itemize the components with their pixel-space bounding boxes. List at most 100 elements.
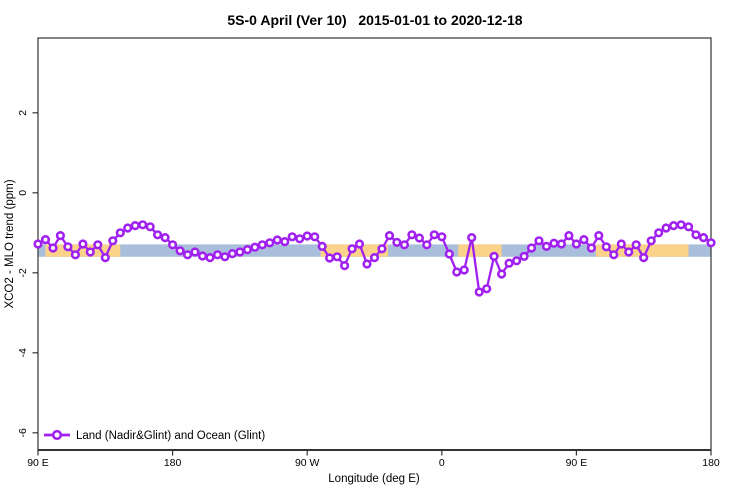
data-point-marker [347,244,357,254]
data-point-marker [467,233,477,243]
data-point-marker [205,253,215,263]
data-point-marker [504,258,514,268]
data-point-marker [392,237,402,247]
data-point-marker [108,236,118,246]
data-point-marker [564,231,574,241]
data-point-marker [257,240,267,250]
data-point-marker [601,242,611,252]
data-point-marker [295,234,305,244]
y-tick-label: 0 [17,190,29,196]
data-point-marker [272,235,282,245]
data-point-marker [631,240,641,250]
data-point-marker [160,233,170,243]
data-point-marker [250,242,260,252]
data-point-marker [414,233,425,243]
data-point-marker [549,238,559,248]
data-point-marker [340,261,350,271]
data-point-marker [534,236,544,246]
data-point-marker [302,231,312,241]
y-tick-label: -2 [17,268,29,277]
data-point-marker [100,253,110,263]
data-point-marker [474,287,484,297]
plot-box [37,37,712,451]
data-point-marker [175,246,185,256]
x-tick-label: 180 [164,457,182,469]
data-point-marker [422,240,432,250]
data-point-marker [138,220,148,230]
data-point-marker [287,232,297,242]
data-point-marker [280,237,290,247]
data-point-marker [511,256,522,266]
data-point-marker [190,247,200,257]
data-point-marker [668,221,679,231]
data-point-marker [452,267,462,277]
data-point-marker [384,231,395,241]
data-point-marker [63,242,73,252]
data-point-marker [123,223,133,233]
data-point-marker [85,247,95,257]
data-point-marker [168,240,178,250]
y-tick-label: -6 [17,428,29,437]
data-point-marker [594,231,604,241]
y-axis-title: XCO2 - MLO trend (ppm) [4,179,16,308]
data-point-marker [661,223,671,233]
data-point-marker [482,284,492,294]
data-point-marker [624,247,634,257]
data-point-marker [70,250,80,260]
x-tick-label: 90 E [27,457,49,469]
data-point-marker [526,243,537,253]
data-point-marker [609,250,619,260]
data-point-marker [33,239,43,249]
data-point-marker [541,241,552,251]
data-point-marker [354,239,365,249]
data-point-marker [183,250,193,260]
data-point-marker [130,221,140,231]
data-point-marker [332,252,342,262]
data-point-marker [698,233,709,243]
data-point-marker [197,251,208,261]
y-tick-label: 2 [17,110,29,116]
data-point-marker [227,249,237,259]
data-point-marker [153,230,163,240]
data-point-marker [691,230,701,240]
data-point-marker [519,251,529,261]
data-point-marker [362,259,372,269]
data-point-marker [683,222,694,232]
data-point-marker [399,240,410,250]
data-point-marker [579,235,589,245]
data-point-marker [212,250,223,260]
data-point-marker [654,228,664,238]
data-point-marker [586,243,597,253]
legend-label: Land (Nadir&Glint) and Ocean (Glint) [76,430,265,442]
data-point-marker [639,253,649,263]
y-tick-label: -4 [17,348,29,357]
legend-marker-icon [51,429,63,441]
data-point-marker [646,236,656,246]
data-point-marker [55,231,66,241]
data-point-marker [571,239,582,249]
data-point-marker [407,230,417,240]
chart-title: 5S-0 April (Ver 10) 2015-01-01 to 2020-1… [227,12,522,28]
data-point-marker [78,239,88,249]
x-tick-label: 180 [702,457,720,469]
data-point-marker [556,239,567,249]
data-point-marker [145,222,155,232]
data-point-marker [48,243,58,253]
data-point-marker [429,230,439,240]
data-point-marker [706,238,716,248]
data-point-marker [616,239,626,249]
data-point-marker [235,247,245,257]
data-point-marker [369,253,380,263]
data-point-marker [242,245,252,255]
x-tick-label: 90 W [295,457,320,469]
data-point-marker [377,244,387,254]
legend: Land (Nadir&Glint) and Ocean (Glint) [44,429,265,442]
data-point-marker [437,232,447,242]
data-point-marker [489,251,499,261]
data-series [33,220,716,297]
axis-ticks: 90 E 180 90 W 0 90 E 180 -6 -4 -2 0 2 [17,110,720,469]
data-point-marker [325,253,335,263]
data-point-marker [265,238,275,248]
data-point-marker [220,252,230,262]
